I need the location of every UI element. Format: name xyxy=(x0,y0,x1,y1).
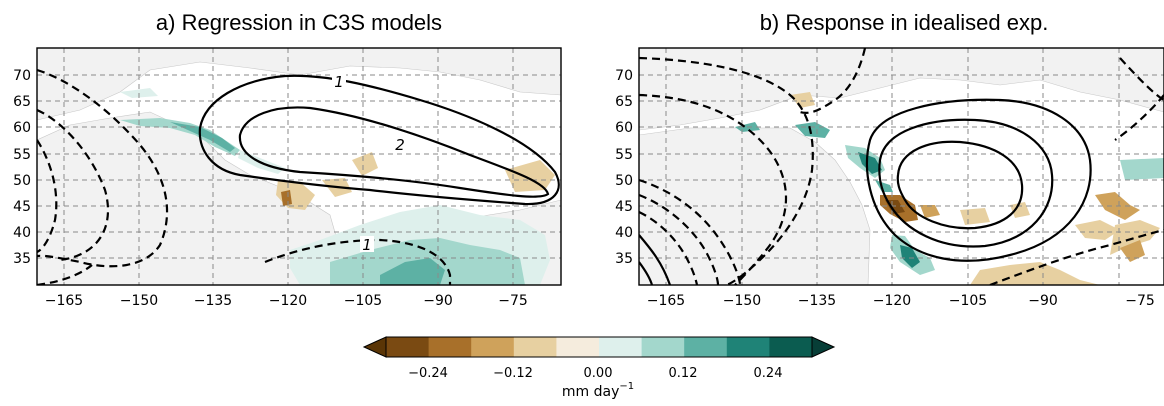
y-tick-label: 55 xyxy=(615,147,633,163)
y-tick-label: 35 xyxy=(13,251,31,267)
x-tick-label: −75 xyxy=(498,293,528,309)
panel-a-map: 1 2 1 xyxy=(37,48,561,285)
y-tick-label: 55 xyxy=(13,147,31,163)
contour-label: 1 xyxy=(362,236,372,254)
x-tick-label: −120 xyxy=(269,293,307,309)
colorbar-ticks: −0.24 −0.12 0.00 0.12 0.24 xyxy=(408,366,782,381)
colorbar-tick-label: −0.24 xyxy=(408,366,448,381)
x-tick-label: −120 xyxy=(873,293,911,309)
y-tick-label: 35 xyxy=(615,251,633,267)
y-tick-label: 40 xyxy=(615,225,633,241)
colorbar-tick-label: 0.24 xyxy=(754,366,783,381)
y-tick-label: 40 xyxy=(13,225,31,241)
colorbar-cell xyxy=(471,337,514,357)
x-tick-label: −165 xyxy=(647,293,685,309)
x-tick-label: −135 xyxy=(194,293,232,309)
y-tick-label: 45 xyxy=(13,199,31,215)
x-tick-label: −165 xyxy=(45,293,83,309)
colorbar-unit-label: mm day−1 xyxy=(562,381,634,400)
panel-b-title: b) Response in idealised exp. xyxy=(760,10,1049,35)
colorbar-cells xyxy=(364,337,834,357)
panel-b-y-ticks: 70 65 60 55 50 45 40 35 xyxy=(615,68,633,267)
colorbar-cell xyxy=(599,337,642,357)
colorbar-cell xyxy=(556,337,599,357)
x-tick-label: −105 xyxy=(949,293,987,309)
colorbar: −0.24 −0.12 0.00 0.12 0.24 mm day−1 xyxy=(364,337,834,400)
panel-a-x-ticks: −165 −150 −135 −120 −105 −90 −75 xyxy=(45,293,528,309)
panel-a-y-ticks: 70 65 60 55 50 45 40 35 xyxy=(13,68,31,267)
colorbar-extend-low xyxy=(364,337,386,357)
y-tick-label: 70 xyxy=(615,68,633,84)
colorbar-tick-label: 0.00 xyxy=(584,366,613,381)
colorbar-cell xyxy=(727,337,770,357)
y-tick-label: 60 xyxy=(13,120,31,136)
contour-label: 1 xyxy=(334,73,344,91)
colorbar-cell xyxy=(386,337,429,357)
colorbar-cell xyxy=(684,337,727,357)
colorbar-tick-label: −0.12 xyxy=(493,366,533,381)
colorbar-cell xyxy=(769,337,812,357)
y-tick-label: 70 xyxy=(13,68,31,84)
x-tick-label: −150 xyxy=(723,293,761,309)
colorbar-cell xyxy=(429,337,472,357)
y-tick-label: 65 xyxy=(13,94,31,110)
colorbar-extend-high xyxy=(812,337,834,357)
y-tick-label: 45 xyxy=(615,199,633,215)
x-tick-label: −90 xyxy=(1028,293,1058,309)
y-tick-label: 60 xyxy=(615,120,633,136)
panel-b-map xyxy=(639,48,1164,285)
panel-b: b) Response in idealised exp. xyxy=(615,10,1164,309)
y-tick-label: 50 xyxy=(13,173,31,189)
contour-label: 2 xyxy=(395,136,405,154)
x-tick-label: −135 xyxy=(798,293,836,309)
x-tick-label: −90 xyxy=(423,293,453,309)
colorbar-cell xyxy=(642,337,685,357)
y-tick-label: 65 xyxy=(615,94,633,110)
panel-b-x-ticks: −165 −150 −135 −120 −105 −90 −75 xyxy=(647,293,1155,309)
colorbar-cell xyxy=(514,337,557,357)
y-tick-label: 50 xyxy=(615,173,633,189)
colorbar-tick-label: 0.12 xyxy=(669,366,698,381)
x-tick-label: −105 xyxy=(344,293,382,309)
panel-a-title: a) Regression in C3S models xyxy=(156,10,442,35)
x-tick-label: −150 xyxy=(120,293,158,309)
panel-a: a) Regression in C3S models xyxy=(13,10,561,309)
x-tick-label: −75 xyxy=(1125,293,1155,309)
